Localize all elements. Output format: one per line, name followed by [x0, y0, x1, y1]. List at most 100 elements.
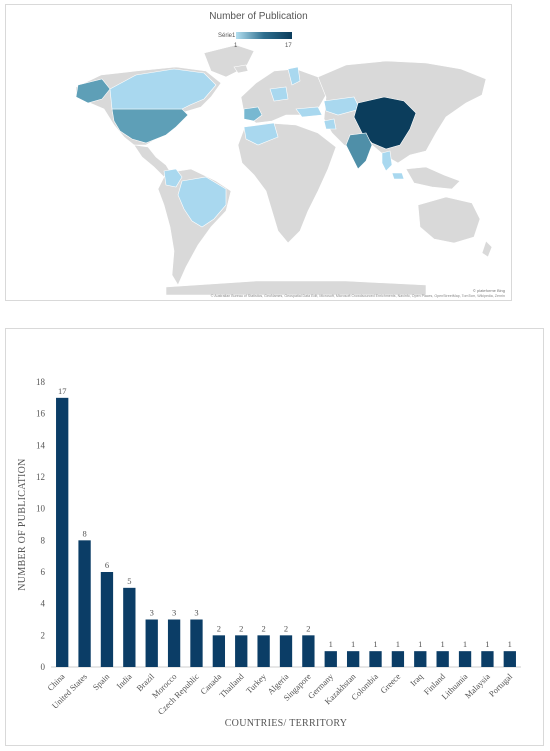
map-greenland — [203, 44, 255, 78]
data-label: 1 — [485, 639, 489, 649]
bar-india — [123, 587, 136, 667]
bar-greece — [391, 651, 405, 667]
map-thailand — [381, 150, 393, 172]
x-category-label: India — [114, 671, 134, 691]
map-australia — [417, 196, 481, 244]
data-label: 3 — [172, 608, 176, 618]
map-kazakhstan — [323, 96, 361, 116]
bar-czech-republic — [190, 619, 203, 667]
y-axis-ticks: 0 2 4 6 8 10 12 14 16 18 — [36, 377, 46, 672]
map-malaysia — [391, 172, 405, 180]
bar-kazakhstan — [346, 651, 360, 667]
bar-colombia — [369, 651, 382, 667]
bar-singapore — [302, 635, 315, 667]
bar-germany — [324, 651, 337, 667]
map-morocco-algeria — [243, 122, 279, 146]
bar-portugal — [503, 651, 516, 667]
y-tick-label: 14 — [36, 440, 46, 450]
y-axis-title: NUMBER OF PUBLICATION — [17, 458, 28, 590]
world-map — [75, 44, 493, 296]
legend-max-value: 17 — [285, 43, 292, 49]
map-new-zealand — [481, 240, 493, 258]
map-attribution: © Australian Bureau of Statistics, GeoNa… — [210, 294, 505, 298]
y-tick-label: 2 — [41, 630, 46, 640]
x-category-label: Spain — [91, 671, 112, 692]
bar-chart-panel: 0 2 4 6 8 10 12 14 16 18 17 8 6 5 3 3 3 2 2 2 2 2 1 1 1 1 1 1 1 1 1 C… — [5, 328, 544, 746]
bar-brazil — [145, 619, 158, 667]
map-central-europe — [269, 86, 289, 102]
data-label: 3 — [194, 608, 198, 618]
map-canada — [109, 68, 217, 110]
data-label: 1 — [373, 639, 377, 649]
legend-color-scale — [236, 32, 292, 39]
map-india — [345, 132, 373, 170]
map-antarctica — [165, 280, 427, 296]
bar-china — [56, 397, 69, 667]
y-tick-label: 4 — [41, 599, 46, 609]
data-label: 1 — [329, 639, 333, 649]
bing-credit: © plateforme Bing — [472, 288, 505, 293]
data-label: 2 — [306, 623, 310, 633]
bar-malaysia — [481, 651, 494, 667]
data-label: 1 — [396, 639, 400, 649]
bar-morocco — [167, 619, 181, 667]
data-label: 3 — [150, 608, 154, 618]
legend-min-value: 1 — [234, 43, 238, 49]
legend-series-label: Série1 — [218, 33, 236, 39]
x-category-label: Thailand — [217, 671, 246, 700]
data-label: 5 — [127, 576, 131, 586]
data-label: 1 — [508, 639, 512, 649]
y-tick-label: 12 — [36, 472, 45, 482]
data-label: 17 — [58, 386, 67, 396]
x-category-label: Turkey — [244, 671, 269, 696]
bar-finland — [436, 651, 449, 667]
data-label: 1 — [418, 639, 422, 649]
bar-spain — [100, 572, 114, 667]
data-label: 6 — [105, 560, 109, 570]
bar-iraq — [414, 651, 427, 667]
bar-chart: 0 2 4 6 8 10 12 14 16 18 17 8 6 5 3 3 3 2 2 2 2 2 1 1 1 1 1 1 1 1 1 C… — [17, 377, 521, 729]
map-united-states — [111, 108, 189, 144]
x-axis-title: COUNTRIES/ TERRITORY — [225, 718, 348, 729]
map-iraq — [323, 118, 337, 130]
map-highlighted-countries — [75, 66, 417, 228]
map-se-asia-islands — [405, 166, 461, 190]
data-label: 1 — [441, 639, 445, 649]
data-label: 8 — [82, 528, 86, 538]
map-finland — [287, 66, 301, 86]
y-tick-label: 16 — [36, 409, 46, 419]
y-tick-label: 6 — [41, 567, 46, 577]
bar-canada — [212, 635, 226, 667]
map-spain — [243, 106, 263, 122]
data-label: 2 — [284, 623, 288, 633]
y-tick-label: 10 — [36, 504, 46, 514]
map-alaska — [75, 78, 111, 104]
bar-turkey — [257, 635, 270, 667]
map-colombia — [163, 168, 183, 188]
map-africa — [237, 122, 337, 244]
bar-thailand — [235, 635, 248, 667]
map-panel: Number of Publication Série1 1 17 © plat… — [5, 4, 512, 301]
bars — [56, 397, 516, 667]
map-brazil — [177, 176, 227, 228]
data-label: 2 — [217, 623, 221, 633]
y-tick-label: 8 — [41, 535, 46, 545]
x-category-label: Greece — [378, 671, 402, 695]
map-china — [353, 96, 417, 150]
y-tick-label: 18 — [36, 377, 46, 387]
data-label: 1 — [351, 639, 355, 649]
map-iceland — [233, 64, 249, 74]
data-label: 1 — [463, 639, 467, 649]
data-labels: 17 8 6 5 3 3 3 2 2 2 2 2 1 1 1 1 1 1 1 1 1 — [58, 386, 512, 649]
x-category-label: Iraq — [408, 671, 425, 688]
map-title: Number of Publication — [209, 11, 308, 22]
x-category-label: Malaysia — [463, 671, 492, 700]
y-tick-label: 0 — [41, 662, 46, 672]
bar-algeria — [279, 635, 293, 667]
bar-united-states — [78, 540, 91, 667]
data-label: 2 — [261, 623, 265, 633]
bar-lithuania — [458, 651, 472, 667]
map-turkey — [295, 106, 323, 118]
x-category-label: Portugal — [487, 671, 515, 699]
